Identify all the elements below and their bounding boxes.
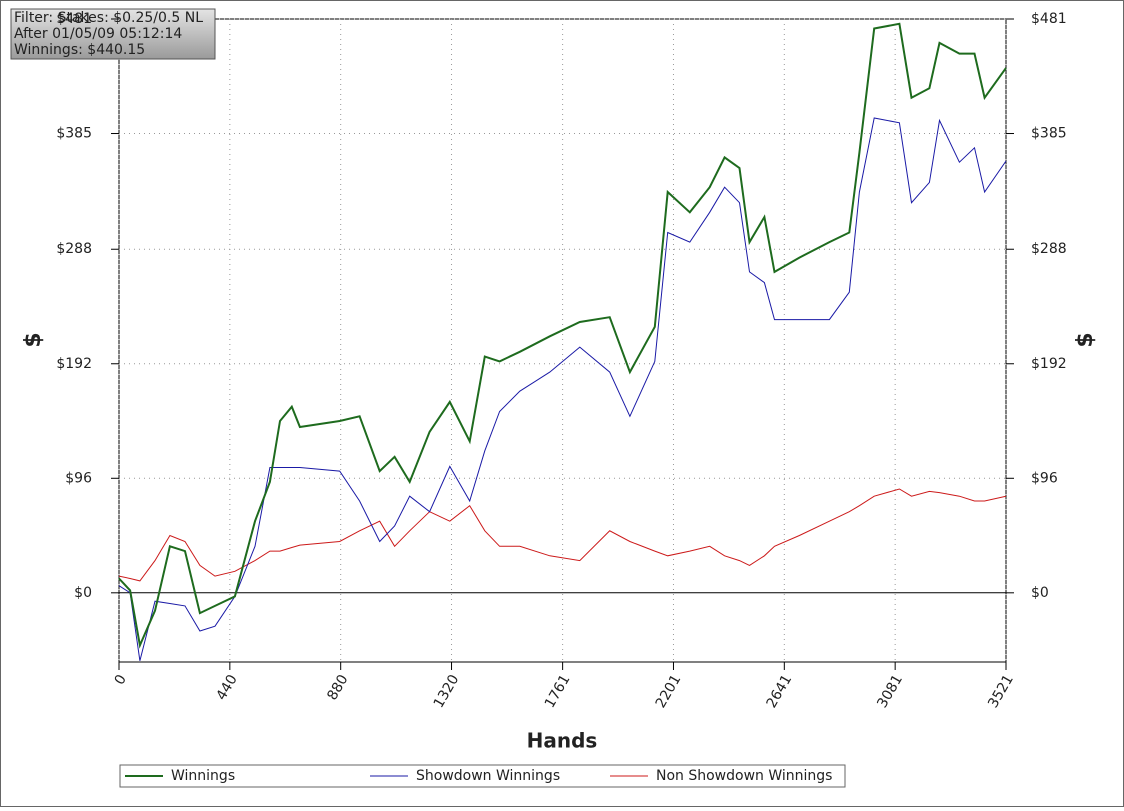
legend (119, 764, 846, 788)
y-tick-label: $0 (74, 585, 92, 601)
info-line: After 01/05/09 05:12:14 (14, 26, 182, 42)
y2-axis-label: $ (1073, 332, 1098, 347)
y2-tick-label: $481 (1031, 11, 1067, 27)
y-tick-label: $288 (56, 241, 92, 257)
y-tick-label: $96 (65, 470, 92, 486)
legend-label: Winnings (171, 768, 235, 784)
info-box (10, 8, 216, 60)
y2-tick-label: $192 (1031, 356, 1067, 372)
series-line (118, 22, 1007, 649)
y-tick-label: $192 (56, 356, 92, 372)
y2-tick-label: $0 (1031, 585, 1049, 601)
y-tick-label: $481 (56, 11, 92, 27)
y2-tick-label: $385 (1031, 126, 1067, 142)
x-axis-label: Hands (527, 729, 598, 753)
info-line: Winnings: $440.15 (14, 42, 145, 58)
y-tick-label: $385 (56, 126, 92, 142)
legend-label: Showdown Winnings (416, 768, 560, 784)
info-line: Filter: Stakes: $0.25/0.5 NL (14, 10, 203, 26)
y2-tick-label: $96 (1031, 470, 1058, 486)
y-axis-label: $ (21, 332, 46, 347)
y2-tick-label: $288 (1031, 241, 1067, 257)
lines (118, 22, 1007, 661)
series-line (118, 117, 1007, 661)
legend-label: Non Showdown Winnings (656, 768, 832, 784)
